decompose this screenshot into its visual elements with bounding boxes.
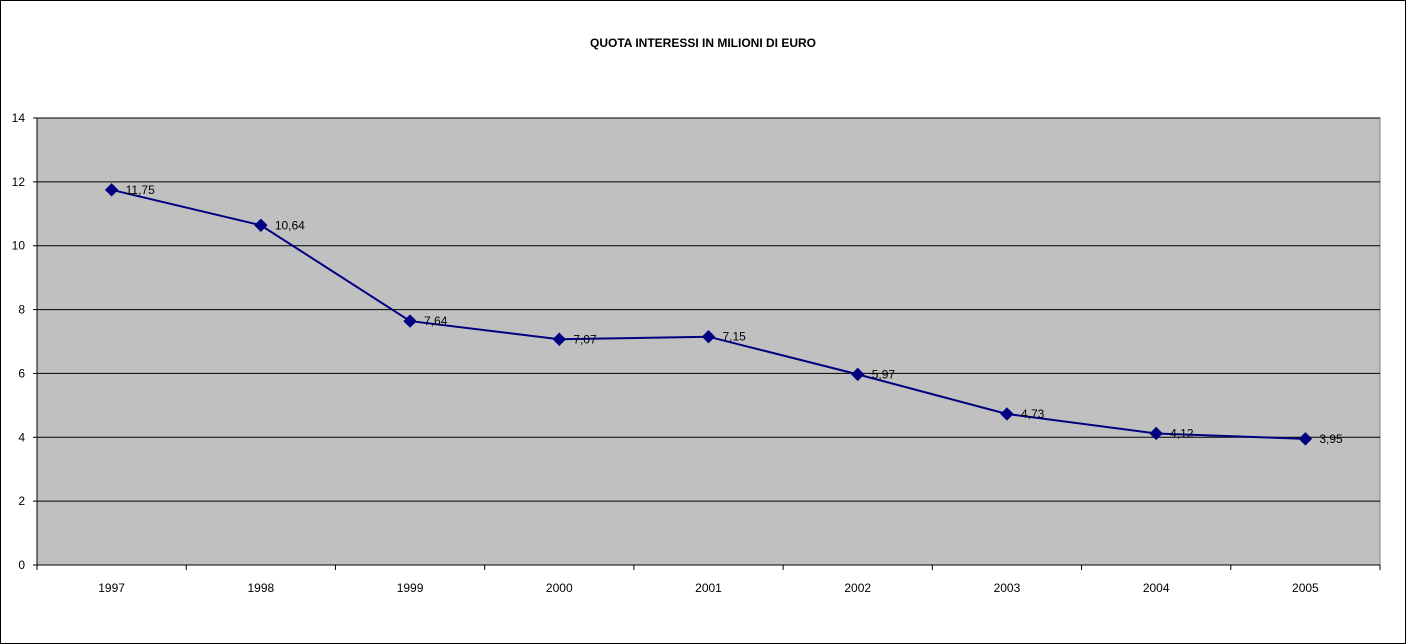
y-tick-label: 8 <box>18 303 25 317</box>
data-point-marker <box>403 314 417 328</box>
y-tick-label: 4 <box>18 430 25 444</box>
data-label: 4,12 <box>1170 426 1194 440</box>
x-tick-label: 1999 <box>397 581 424 595</box>
y-tick-label: 0 <box>18 558 25 572</box>
data-point-marker <box>552 332 566 346</box>
data-label: 10,64 <box>275 218 305 232</box>
data-label: 7,64 <box>424 314 448 328</box>
y-tick-label: 6 <box>18 366 25 380</box>
x-tick-label: 2004 <box>1143 581 1170 595</box>
y-tick-label: 12 <box>12 175 26 189</box>
y-tick-label: 10 <box>12 239 26 253</box>
data-point-marker <box>1000 407 1014 421</box>
x-tick-label: 1998 <box>247 581 274 595</box>
data-point-marker <box>701 330 716 344</box>
y-tick-label: 14 <box>12 111 26 125</box>
data-point-marker <box>254 218 268 232</box>
y-tick-label: 2 <box>18 494 25 508</box>
x-tick-label: 2001 <box>695 581 722 595</box>
data-label: 7,07 <box>573 332 597 346</box>
data-point-marker <box>851 367 865 382</box>
data-label: 4,73 <box>1021 407 1045 421</box>
data-point-marker <box>104 183 119 197</box>
chart-title: QUOTA INTERESSI IN MILIONI DI EURO <box>589 36 816 50</box>
data-label: 3,95 <box>1319 432 1343 446</box>
data-label: 11,75 <box>126 183 155 197</box>
x-tick-label: 2005 <box>1292 581 1319 595</box>
x-tick-label: 1997 <box>98 581 125 595</box>
data-label: 7,15 <box>723 330 747 344</box>
data-point-marker <box>1149 426 1163 441</box>
x-tick-label: 2003 <box>994 581 1021 595</box>
x-tick-label: 2002 <box>844 581 871 595</box>
x-tick-label: 2000 <box>546 581 573 595</box>
data-point-marker <box>1298 432 1313 446</box>
data-label: 5,97 <box>872 367 896 381</box>
